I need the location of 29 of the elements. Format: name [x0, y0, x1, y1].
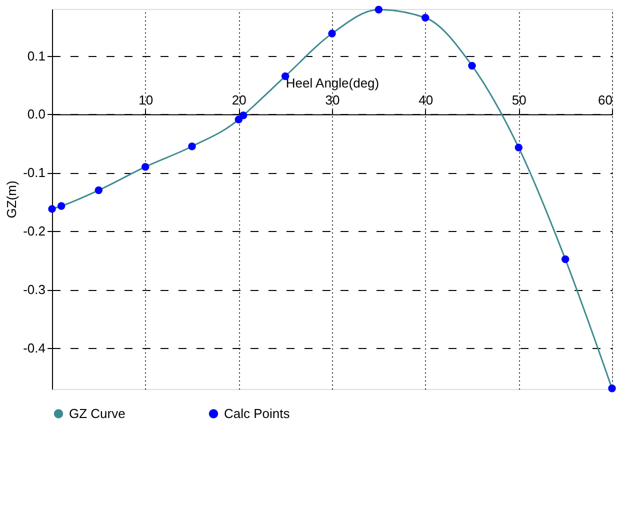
y-tick-label: 0.0 — [27, 106, 46, 122]
point — [239, 112, 248, 120]
point — [374, 6, 383, 14]
y-tick-label: -0.2 — [23, 224, 46, 239]
point — [561, 255, 570, 264]
point — [57, 202, 66, 210]
x-tick-label: 20 — [232, 92, 246, 108]
x-tick-label: 30 — [325, 92, 340, 108]
point — [421, 14, 430, 22]
y-tick-label: -0.3 — [23, 282, 46, 298]
legend-label: Calc Points — [224, 406, 290, 421]
x-tick-label: 10 — [138, 92, 154, 108]
point — [48, 205, 56, 213]
y-tick-label: -0.1 — [23, 165, 46, 180]
x-tick-label: 50 — [512, 92, 526, 108]
x-tick-label: 60 — [598, 92, 612, 108]
point — [328, 30, 336, 38]
point — [514, 144, 523, 152]
x-axis-title: Heel Angle(deg) — [286, 76, 380, 91]
y-axis-title: GZ(m) — [4, 180, 20, 218]
point — [468, 62, 476, 70]
y-tick-label: -0.4 — [23, 340, 46, 356]
y-tick-label: 0.1 — [27, 48, 46, 64]
legend-label: GZ Curve — [69, 406, 126, 421]
point — [94, 186, 103, 194]
point — [141, 162, 150, 171]
point — [608, 384, 616, 392]
x-tick-label: 40 — [418, 92, 434, 108]
point — [188, 142, 196, 150]
